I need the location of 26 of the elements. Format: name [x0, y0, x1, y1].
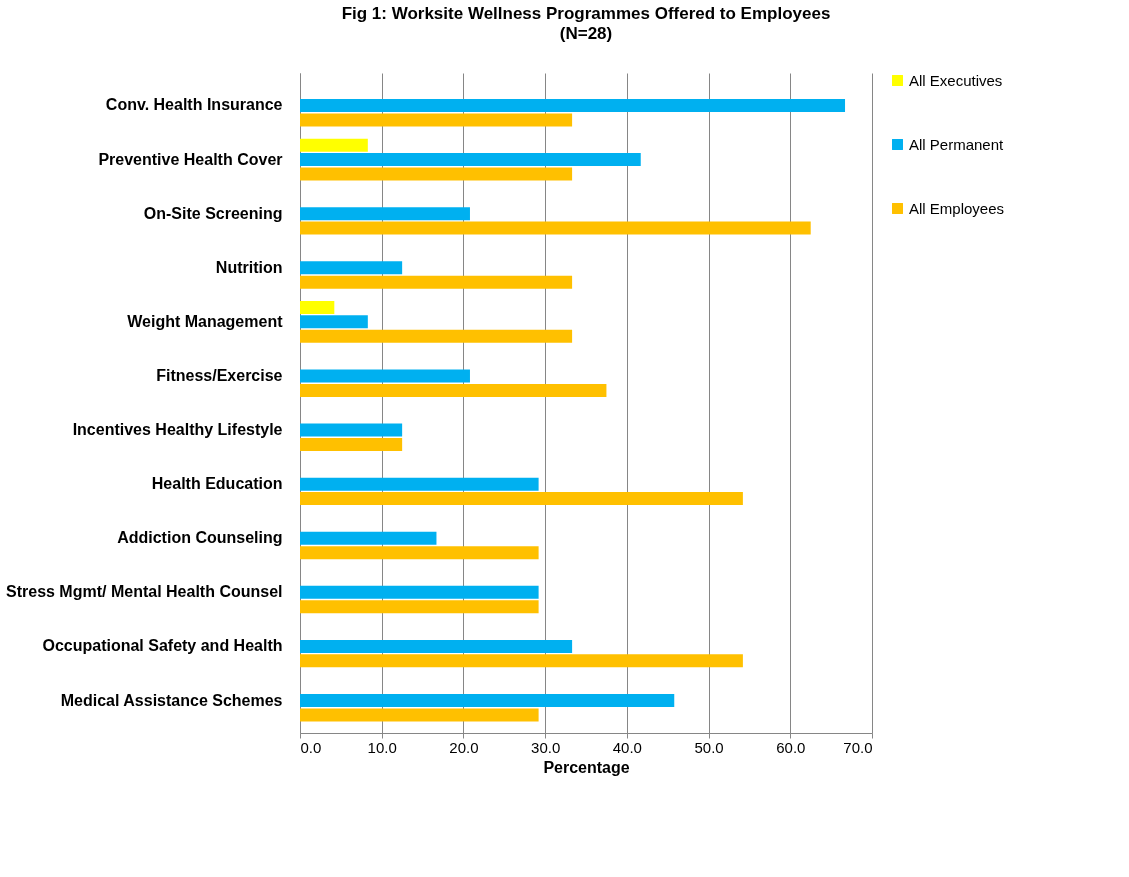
x-tick-label: 30.0 — [531, 738, 561, 756]
legend-label: All Executives — [909, 71, 1003, 89]
y-tick-label: Incentives Healthy Lifestyle — [72, 421, 283, 439]
chart-subtitle: (N=28) — [559, 24, 613, 43]
x-tick-label: 50.0 — [694, 738, 724, 756]
y-tick-label: Stress Mgmt/ Mental Health Counsel — [6, 583, 283, 601]
y-tick-label: Nutrition — [215, 258, 283, 276]
x-tick-label: 60.0 — [776, 738, 806, 756]
y-tick-label: Health Education — [151, 475, 283, 493]
y-tick-label: Occupational Safety and Health — [42, 637, 283, 655]
legend-label: All Employees — [909, 199, 1005, 217]
x-tick-label: 20.0 — [449, 738, 479, 756]
legend-label: All Permanent — [909, 135, 1005, 153]
y-tick-label: Addiction Counseling — [117, 529, 283, 547]
y-tick-label: Preventive Health Cover — [98, 150, 283, 168]
x-tick-label: 0.0 — [300, 738, 322, 756]
y-tick-label: Fitness/Exercise — [156, 366, 283, 384]
x-axis-title: Percentage — [543, 758, 630, 776]
y-tick-label: On-Site Screening — [143, 204, 283, 222]
y-tick-label: Conv. Health Insurance — [105, 96, 283, 114]
y-tick-label: Weight Management — [127, 312, 284, 330]
x-tick-label: 10.0 — [367, 738, 397, 756]
chart-title: Fig 1: Worksite Wellness Programmes Offered to Employees — [341, 4, 831, 23]
y-tick-label: Medical Assistance Schemes — [60, 691, 283, 709]
x-tick-label: 70.0 — [843, 738, 873, 756]
x-tick-label: 40.0 — [612, 738, 642, 756]
